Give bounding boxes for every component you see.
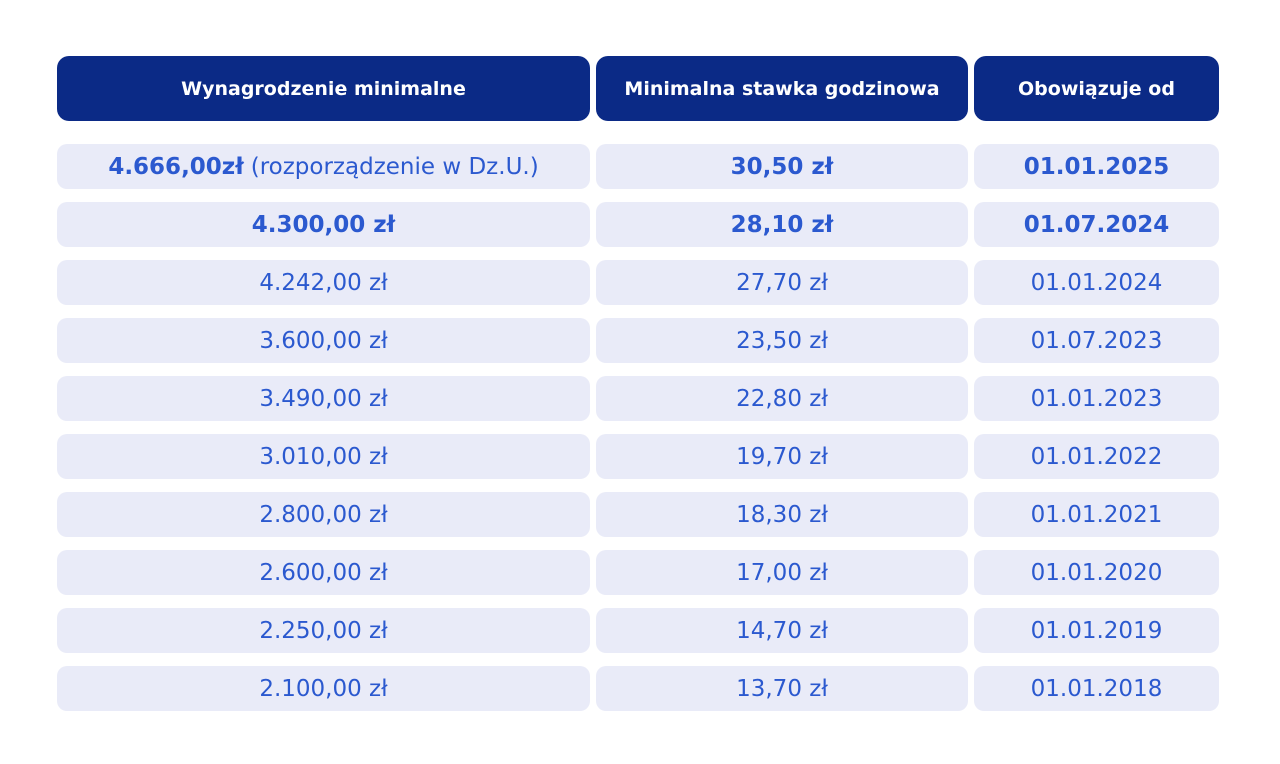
table-cell: 2.100,00 zł xyxy=(57,666,590,711)
cell-value: 27,70 zł xyxy=(736,269,828,296)
header-text: Minimalna stawka godzinowa xyxy=(624,77,940,100)
table-cell: 01.01.2018 xyxy=(974,666,1219,711)
table-cell: 3.600,00 zł xyxy=(57,318,590,363)
cell-value: 01.07.2023 xyxy=(1030,327,1163,354)
cell-value: 2.250,00 zł xyxy=(259,617,388,644)
table-cell: 28,10 zł xyxy=(596,202,968,247)
table-cell: 23,50 zł xyxy=(596,318,968,363)
table-cell: 01.07.2024 xyxy=(974,202,1219,247)
cell-value: 30,50 zł xyxy=(730,153,834,180)
cell-value: 4.666,00zł xyxy=(108,153,244,180)
cell-value: 17,00 zł xyxy=(736,559,828,586)
cell-value: 01.01.2023 xyxy=(1030,385,1163,412)
table-cell: 22,80 zł xyxy=(596,376,968,421)
cell-value: 13,70 zł xyxy=(736,675,828,702)
table-cell: 13,70 zł xyxy=(596,666,968,711)
cell-value: 01.01.2019 xyxy=(1030,617,1163,644)
table-cell: 01.01.2019 xyxy=(974,608,1219,653)
cell-note: (rozporządzenie w Dz.U.) xyxy=(250,153,539,180)
cell-value: 01.01.2025 xyxy=(1023,153,1170,180)
cell-value: 3.490,00 zł xyxy=(259,385,388,412)
table-cell: 3.490,00 zł xyxy=(57,376,590,421)
cell-value: 01.07.2024 xyxy=(1023,211,1170,238)
table-cell: 2.800,00 zł xyxy=(57,492,590,537)
cell-value: 14,70 zł xyxy=(736,617,828,644)
table-cell: 01.01.2024 xyxy=(974,260,1219,305)
table-cell: 30,50 zł xyxy=(596,144,968,189)
table-cell: 4.242,00 zł xyxy=(57,260,590,305)
table-cell: 4.666,00zł (rozporządzenie w Dz.U.) xyxy=(57,144,590,189)
table-cell: 18,30 zł xyxy=(596,492,968,537)
cell-value: 4.242,00 zł xyxy=(259,269,388,296)
table-cell: 27,70 zł xyxy=(596,260,968,305)
cell-value: 01.01.2020 xyxy=(1030,559,1163,586)
cell-value: 3.600,00 zł xyxy=(259,327,388,354)
table-cell: 17,00 zł xyxy=(596,550,968,595)
cell-value: 01.01.2024 xyxy=(1030,269,1163,296)
table-cell: 3.010,00 zł xyxy=(57,434,590,479)
cell-value: 2.600,00 zł xyxy=(259,559,388,586)
table-cell: 14,70 zł xyxy=(596,608,968,653)
table-cell: 01.01.2021 xyxy=(974,492,1219,537)
cell-value: 2.800,00 zł xyxy=(259,501,388,528)
header-cell: Obowiązuje od xyxy=(974,56,1219,121)
cell-value: 18,30 zł xyxy=(736,501,828,528)
header-text: Wynagrodzenie minimalne xyxy=(181,77,466,100)
table-cell: 2.250,00 zł xyxy=(57,608,590,653)
cell-value: 22,80 zł xyxy=(736,385,828,412)
table-cell: 01.01.2022 xyxy=(974,434,1219,479)
cell-value: 3.010,00 zł xyxy=(259,443,388,470)
table-cell: 01.01.2020 xyxy=(974,550,1219,595)
cell-value: 23,50 zł xyxy=(736,327,828,354)
table-cell: 2.600,00 zł xyxy=(57,550,590,595)
table-cell: 01.01.2025 xyxy=(974,144,1219,189)
header-text: Obowiązuje od xyxy=(1018,77,1175,100)
cell-value: 4.300,00 zł xyxy=(251,211,396,238)
cell-value: 2.100,00 zł xyxy=(259,675,388,702)
header-cell: Wynagrodzenie minimalne xyxy=(57,56,590,121)
table-cell: 4.300,00 zł xyxy=(57,202,590,247)
table-cell: 01.01.2023 xyxy=(974,376,1219,421)
cell-value: 01.01.2018 xyxy=(1030,675,1163,702)
table-cell: 01.07.2023 xyxy=(974,318,1219,363)
cell-value: 19,70 zł xyxy=(736,443,828,470)
table-cell: 19,70 zł xyxy=(596,434,968,479)
cell-value: 01.01.2021 xyxy=(1030,501,1163,528)
cell-value: 28,10 zł xyxy=(730,211,834,238)
cell-value: 01.01.2022 xyxy=(1030,443,1163,470)
header-cell: Minimalna stawka godzinowa xyxy=(596,56,968,121)
